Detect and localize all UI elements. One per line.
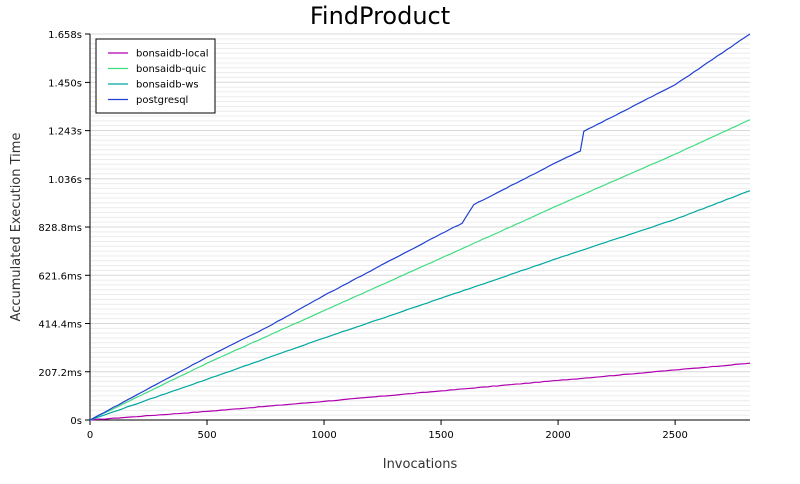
x-tick-label: 500 — [197, 430, 216, 441]
y-tick-label: 828.8ms — [38, 223, 82, 234]
series-line-bonsaidb-quic — [89, 119, 751, 421]
y-axis-label: Accumulated Execution Time — [9, 133, 24, 322]
x-axis-label: Invocations — [383, 457, 458, 472]
legend-label: bonsaidb-ws — [136, 80, 199, 91]
legend-label: postgresql — [136, 95, 188, 106]
y-tick-label: 0s — [70, 416, 82, 427]
x-tick-label: 1000 — [311, 430, 336, 441]
y-tick-label: 621.6ms — [38, 271, 82, 282]
series-lines — [89, 33, 751, 421]
legend-label: bonsaidb-local — [136, 49, 209, 60]
axes — [85, 33, 750, 425]
x-tick-label: 0 — [87, 430, 93, 441]
y-tick-label: 207.2ms — [38, 368, 82, 379]
y-tick-label: 1.658s — [48, 30, 82, 41]
series-line-bonsaidb-local — [89, 362, 751, 421]
chart-title: FindProduct — [310, 2, 450, 30]
legend: bonsaidb-local bonsaidb-quic bonsaidb-ws po… — [95, 38, 216, 114]
y-tick-label: 1.036s — [48, 175, 82, 186]
y-tick-label: 1.450s — [48, 78, 82, 89]
legend-box — [95, 38, 216, 114]
x-tick-label: 2000 — [545, 430, 570, 441]
legend-label: bonsaidb-quic — [136, 64, 206, 75]
series-line-postgresql — [89, 33, 751, 421]
y-tick-label: 414.4ms — [38, 320, 82, 331]
tick-labels: 0 500 1000 1500 2000 2500 0s 207.2ms 414.4ms 621.… — [38, 30, 687, 441]
x-tick-label: 1500 — [428, 430, 453, 441]
series-line-bonsaidb-ws — [89, 190, 751, 421]
x-tick-label: 2500 — [662, 430, 687, 441]
y-tick-label: 1.243s — [48, 127, 82, 138]
